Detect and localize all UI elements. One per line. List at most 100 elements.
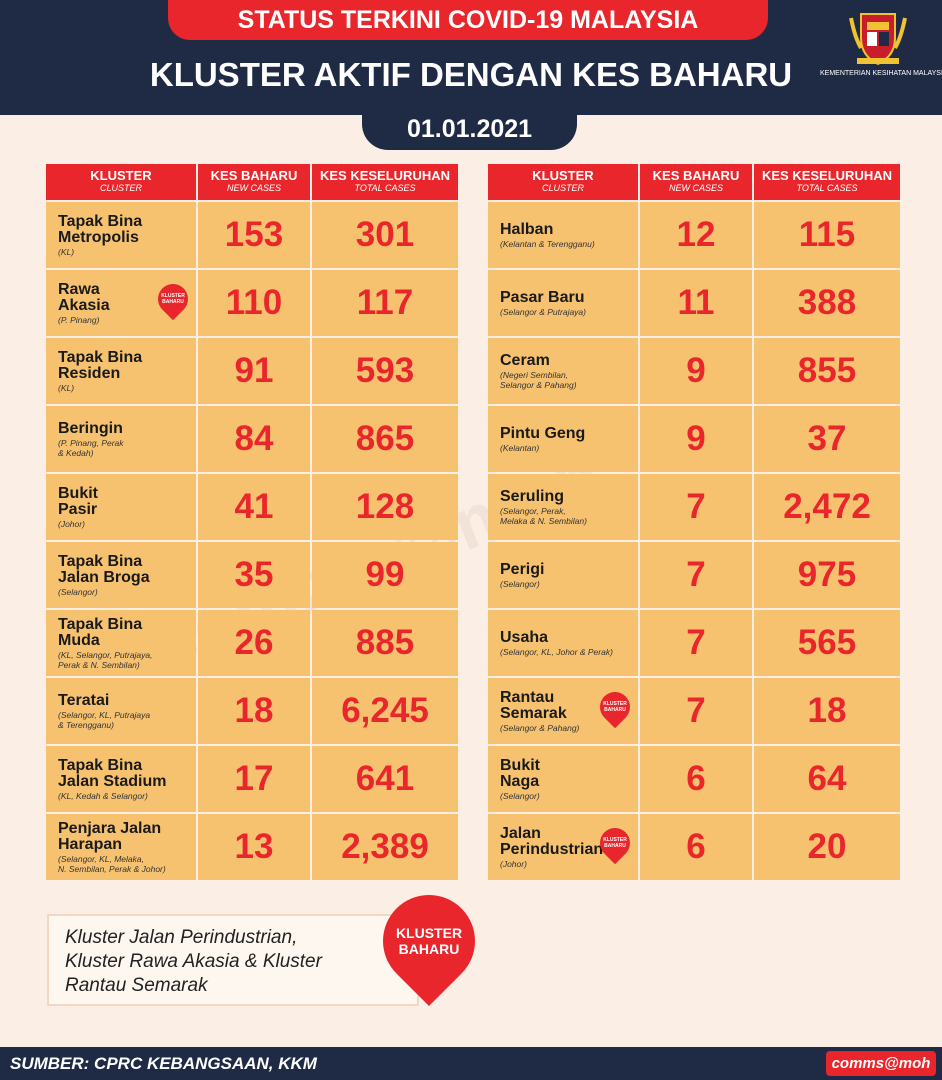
table-row: Perigi (Selangor) 7 975 (488, 542, 900, 608)
status-banner: STATUS TERKINI COVID-19 MALAYSIA (168, 0, 768, 40)
cluster-name: Tapak Bina Residen (58, 348, 143, 382)
table-header-row: KLUSTER CLUSTER KES BAHARU NEW CASES KES K… (488, 164, 900, 200)
cluster-name: Pasar Baru (500, 288, 585, 306)
table-header-row: KLUSTER CLUSTER KES BAHARU NEW CASES KES K… (46, 164, 458, 200)
total-cases-value: 6,245 (312, 678, 458, 744)
cluster-cell: Rawa Akasia (P. Pinang) KLUSTER BAHARU (46, 270, 196, 336)
cluster-name: Penjara Jalan Harapan (58, 819, 162, 853)
note-text: Kluster Jalan Perindustrian, Kluster Raw… (65, 927, 322, 996)
new-cluster-badge: KLUSTER BAHARU (395, 925, 463, 957)
total-cases-value: 115 (754, 202, 900, 268)
column-header-new-cases: KES BAHARU NEW CASES (640, 164, 752, 200)
cluster-location: (KL, Kedah & Selangor) (58, 790, 148, 801)
new-cases-value: 26 (198, 610, 310, 676)
total-cases-value: 20 (754, 814, 900, 880)
cluster-name: Pintu Geng (500, 424, 586, 442)
cluster-cell: Pintu Geng (Kelantan) (488, 406, 638, 472)
table-row: Pasar Baru (Selangor & Putrajaya) 11 388 (488, 270, 900, 336)
total-cases-value: 2,472 (754, 474, 900, 540)
new-cases-value: 41 (198, 474, 310, 540)
cluster-location: (Selangor) (500, 578, 540, 589)
table-row: Penjara Jalan Harapan (Selangor, KL, Mela… (46, 814, 458, 880)
total-cases-value: 99 (312, 542, 458, 608)
header-bar: STATUS TERKINI COVID-19 MALAYSIA KLUSTER… (0, 0, 942, 115)
cluster-cell: Seruling (Selangor, Perak, Melaka & N. Se… (488, 474, 638, 540)
coat-of-arms-icon (848, 13, 907, 66)
cluster-cell: Tapak Bina Muda (KL, Selangor, Putrajaya,… (46, 610, 196, 676)
new-cases-value: 9 (640, 338, 752, 404)
cluster-cell: Beringin (P. Pinang, Perak & Kedah) (46, 406, 196, 472)
total-cases-value: 865 (312, 406, 458, 472)
total-cases-value: 301 (312, 202, 458, 268)
cluster-name: Usaha (500, 628, 549, 646)
cluster-location: (Selangor, KL, Melaka, N. Sembilan, Pera… (58, 853, 166, 874)
cluster-location: (Negeri Sembilan, Selangor & Pahang) (500, 369, 577, 390)
new-cases-value: 84 (198, 406, 310, 472)
cluster-location: (Selangor) (58, 586, 98, 597)
total-cases-value: 18 (754, 678, 900, 744)
table-row: Rawa Akasia (P. Pinang) KLUSTER BAHARU 110 1… (46, 270, 458, 336)
new-cases-value: 110 (198, 270, 310, 336)
new-cases-value: 13 (198, 814, 310, 880)
new-cases-value: 17 (198, 746, 310, 812)
total-cases-value: 855 (754, 338, 900, 404)
cluster-location: (Kelantan) (500, 442, 540, 453)
total-cases-value: 593 (312, 338, 458, 404)
cluster-cell: Teratai (Selangor, KL, Putrajaya & Tereng… (46, 678, 196, 744)
cluster-name: Bukit Naga (500, 756, 540, 790)
table-row: Teratai (Selangor, KL, Putrajaya & Tereng… (46, 678, 458, 744)
column-header-new-cases: KES BAHARU NEW CASES (198, 164, 310, 200)
table-row: Tapak Bina Metropolis (KL) 153 301 (46, 202, 458, 268)
cluster-location: (KL) (58, 382, 75, 393)
cluster-cell: Tapak Bina Residen (KL) (46, 338, 196, 404)
table-row: Rantau Semarak (Selangor & Pahang) KLUSTER… (488, 678, 900, 744)
cluster-location: (Selangor, Perak, Melaka & N. Sembilan) (500, 505, 587, 526)
new-cases-value: 7 (640, 678, 752, 744)
total-cases-value: 885 (312, 610, 458, 676)
cluster-location: (Selangor) (500, 790, 540, 801)
cluster-location: (Johor) (58, 518, 85, 529)
column-header-cluster: KLUSTER CLUSTER (488, 164, 638, 200)
total-cases-value: 388 (754, 270, 900, 336)
cluster-location: (KL) (58, 246, 75, 257)
cluster-cell: Rantau Semarak (Selangor & Pahang) KLUSTER… (488, 678, 638, 744)
cluster-table-left: KLUSTER CLUSTER KES BAHARU NEW CASES KES K… (44, 162, 460, 882)
source-text: SUMBER: CPRC KEBANGSAAN, KKM (10, 1054, 317, 1073)
cluster-cell: Tapak Bina Jalan Broga (Selangor) (46, 542, 196, 608)
cluster-location: (Kelantan & Terengganu) (500, 238, 595, 249)
new-cluster-note: Kluster Jalan Perindustrian, Kluster Raw… (47, 914, 419, 1006)
new-cases-value: 6 (640, 814, 752, 880)
cluster-cell: Perigi (Selangor) (488, 542, 638, 608)
footer-bar: SUMBER: CPRC KEBANGSAAN, KKM comms@moh (0, 1047, 942, 1080)
cluster-name: Tapak Bina Jalan Stadium (58, 756, 167, 790)
cluster-cell: Tapak Bina Metropolis (KL) (46, 202, 196, 268)
new-cases-value: 9 (640, 406, 752, 472)
new-cases-value: 7 (640, 542, 752, 608)
cluster-location: (Johor) (500, 858, 527, 869)
brand-badge: comms@moh (826, 1051, 936, 1076)
cluster-cell: Halban (Kelantan & Terengganu) (488, 202, 638, 268)
new-cases-value: 12 (640, 202, 752, 268)
table-row: Bukit Naga (Selangor) 6 64 (488, 746, 900, 812)
cluster-location: (Selangor & Putrajaya) (500, 306, 586, 317)
table-row: Seruling (Selangor, Perak, Melaka & N. Se… (488, 474, 900, 540)
total-cases-value: 975 (754, 542, 900, 608)
ministry-crest: KEMENTERIAN KESIHATAN MALAYSIA (820, 8, 942, 100)
cluster-location: (KL, Selangor, Putrajaya, Perak & N. Sem… (58, 649, 153, 670)
table-row: Tapak Bina Jalan Broga (Selangor) 35 99 (46, 542, 458, 608)
cluster-name: Tapak Bina Metropolis (58, 212, 143, 246)
cluster-name: Bukit Pasir (58, 484, 98, 518)
table-row: Usaha (Selangor, KL, Johor & Perak) 7 565 (488, 610, 900, 676)
table-row: Halban (Kelantan & Terengganu) 12 115 (488, 202, 900, 268)
cluster-name: Rantau Semarak (500, 688, 567, 722)
cluster-location: (Selangor, KL, Johor & Perak) (500, 646, 613, 657)
cluster-location: (P. Pinang) (58, 314, 100, 325)
ministry-name: KEMENTERIAN KESIHATAN MALAYSIA (820, 70, 942, 77)
table-row: Tapak Bina Jalan Stadium (KL, Kedah & Sel… (46, 746, 458, 812)
total-cases-value: 128 (312, 474, 458, 540)
new-cases-value: 153 (198, 202, 310, 268)
cluster-cell: Tapak Bina Jalan Stadium (KL, Kedah & Sel… (46, 746, 196, 812)
cluster-cell: Jalan Perindustrian (Johor) KLUSTER BAHARU (488, 814, 638, 880)
cluster-location: (Selangor, KL, Putrajaya & Terengganu) (58, 709, 151, 730)
cluster-name: Perigi (500, 560, 545, 578)
